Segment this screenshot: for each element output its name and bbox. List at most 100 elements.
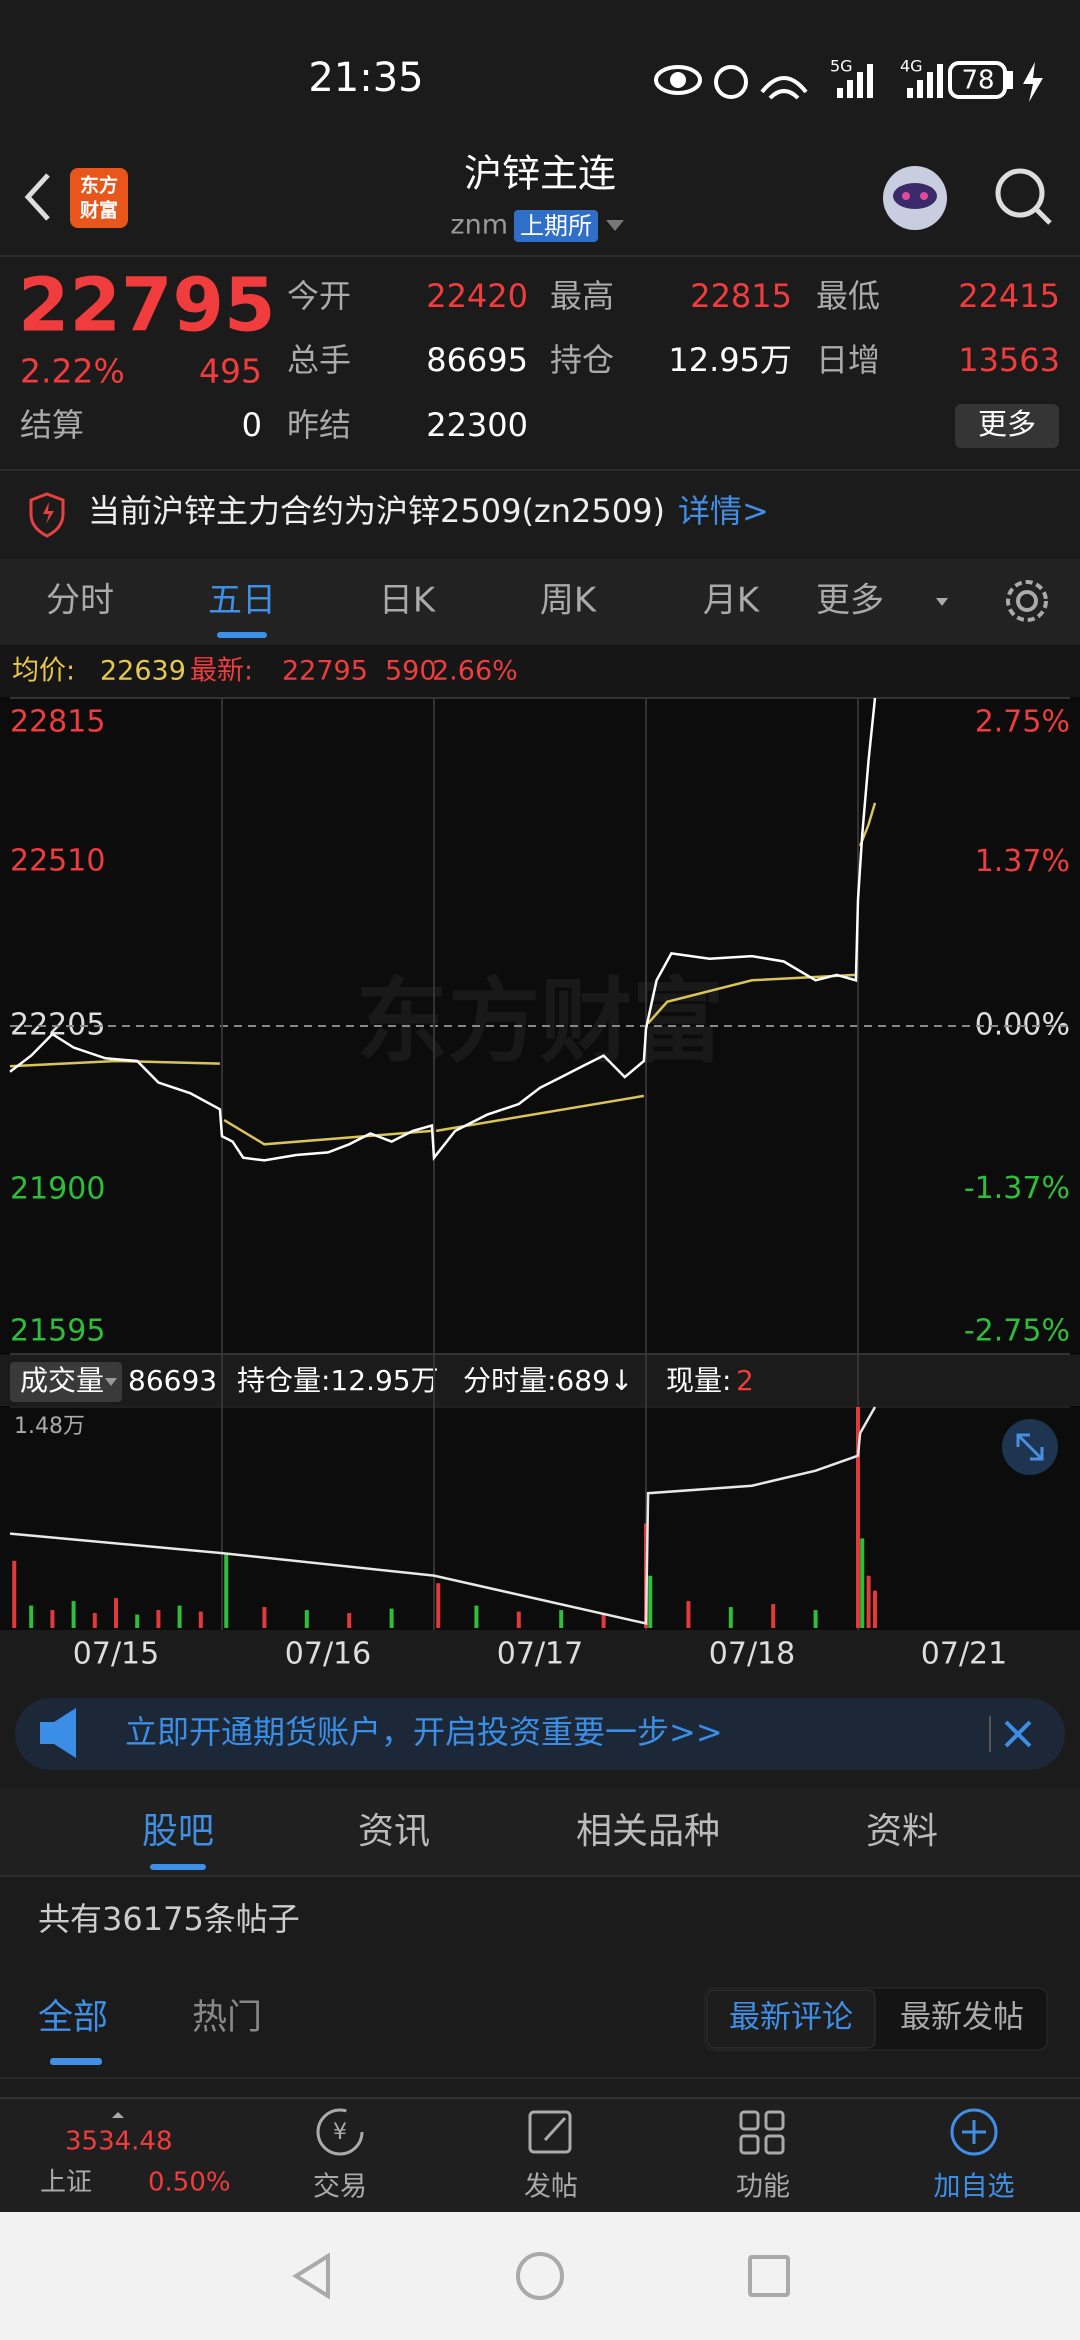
nav-item[interactable]: 发帖 [524,2172,578,2203]
period-tab-bar [0,559,1080,645]
x-tick-label: 07/17 [497,1637,583,1672]
last-price: 22795 [18,263,275,349]
volume-selector[interactable] [10,1362,122,1402]
volume-bar [601,1614,606,1628]
filter-tab[interactable]: 热门 [192,1998,262,2038]
section-tab[interactable]: 相关品种 [576,1811,720,1852]
dropdown-arrow[interactable] [606,220,624,231]
open-interest-line [9,1406,877,1626]
promo-banner[interactable] [15,1698,1065,1770]
field-value: 22815 [690,277,792,315]
tab-indicator [50,2058,102,2065]
notice-icon [29,492,65,538]
more-label[interactable]: 更多 [978,407,1036,441]
volume-label[interactable]: 成交量 [20,1364,104,1397]
nav-recents[interactable] [748,2255,790,2297]
index-value[interactable]: 3534.48 [65,2127,173,2157]
exchange: 上期所 [520,212,592,240]
field-label: 持仓 [550,341,614,379]
nav-back[interactable] [292,2252,330,2300]
watermark: 东方财富 [356,968,724,1075]
volume-bar [648,1575,653,1628]
legend-label: 最新: [190,656,253,687]
volume-bar [92,1613,97,1628]
dropdown-arrow [936,598,948,606]
field-value: 12.95万 [668,341,792,379]
volume-bar [347,1613,352,1628]
system-nav [0,2212,1080,2340]
logo-text: 财富 [80,199,118,222]
period-tab[interactable]: 分时 [46,581,114,621]
y2-tick-label: 1.37% [975,844,1070,879]
index-arrow [112,2112,124,2118]
nav-item[interactable]: 加自选 [934,2172,1015,2203]
back-button[interactable] [24,173,50,221]
current-volume: 2 [736,1364,754,1397]
volume-bar [177,1605,182,1628]
search-icon[interactable] [995,168,1052,225]
sort-button[interactable]: 最新发帖 [900,2000,1024,2036]
dropdown-arrow [105,1378,117,1386]
section-tab[interactable]: 资讯 [358,1811,430,1852]
sort-active[interactable] [706,1989,876,2049]
tick-volume: 分时量:689↓ [463,1364,633,1397]
volume-bar [436,1583,441,1628]
nav-item[interactable]: 交易 [313,2172,367,2203]
field-label: 最高 [550,277,614,315]
y-tick-label: 21595 [10,1314,105,1349]
price-line [9,802,877,1146]
more-button[interactable] [955,404,1059,448]
notice-icon-bolt [43,502,54,524]
period-tab[interactable]: 日K [379,581,437,621]
volume-bar [262,1607,267,1628]
settings-icon[interactable] [1006,580,1048,622]
network-label: 5G [830,57,853,76]
price-line [9,697,877,1162]
field-value: 86695 [426,341,528,379]
section-tab[interactable]: 资料 [866,1811,938,1852]
status-icons [654,61,1043,102]
y-tick-label: 22815 [10,705,105,740]
logo-text: 东方 [80,174,118,197]
field-value: 22415 [958,277,1060,315]
index-change[interactable]: 0.50% [148,2168,231,2198]
volume-bar [50,1610,55,1628]
legend-label: 均价: [12,656,75,687]
tab-indicator [217,632,267,638]
volume-bar [872,1590,877,1628]
notice-link[interactable]: 详情> [678,492,769,530]
index-name[interactable]: 上证 [40,2168,92,2198]
clock: 21:35 [308,55,423,101]
period-tab[interactable]: 周K [540,581,598,621]
volume-bar [686,1601,691,1628]
volume-bar [813,1610,818,1628]
volume-bar [474,1605,479,1628]
volume-bar [860,1538,865,1628]
volume-header [0,1357,1080,1405]
sort-button[interactable]: 最新评论 [729,2000,853,2036]
megaphone-icon [40,1708,76,1758]
volume-total: 86693 [128,1364,217,1397]
nav-item[interactable]: 功能 [736,2172,790,2203]
field-value: 22300 [426,406,528,444]
field-label: 最低 [816,277,880,315]
section-tab[interactable]: 股吧 [142,1811,214,1852]
page-title: 沪锌主连 [464,152,616,196]
yen-icon: ¥ [333,2120,347,2145]
expand-button[interactable] [1002,1419,1058,1475]
period-tab[interactable]: 更多 [816,581,884,621]
banner-text[interactable]: 立即开通期货账户，开启投资重要一步>> [125,1713,723,1751]
period-tab-active[interactable]: 五日 [208,581,276,621]
legend-value: 22639 [100,656,186,687]
period-tab[interactable]: 月K [703,581,761,621]
assistant-icon[interactable] [883,166,947,230]
y-tick-label: 22510 [10,844,105,879]
x-tick-label: 07/15 [73,1637,159,1672]
filter-tab-active[interactable]: 全部 [38,1998,108,2038]
volume-bar [389,1608,394,1628]
change-pct: 2.22% [20,352,125,391]
nav-home[interactable] [516,2252,564,2300]
field-label: 结算 [20,406,84,444]
close-banner[interactable] [1004,1720,1032,1748]
